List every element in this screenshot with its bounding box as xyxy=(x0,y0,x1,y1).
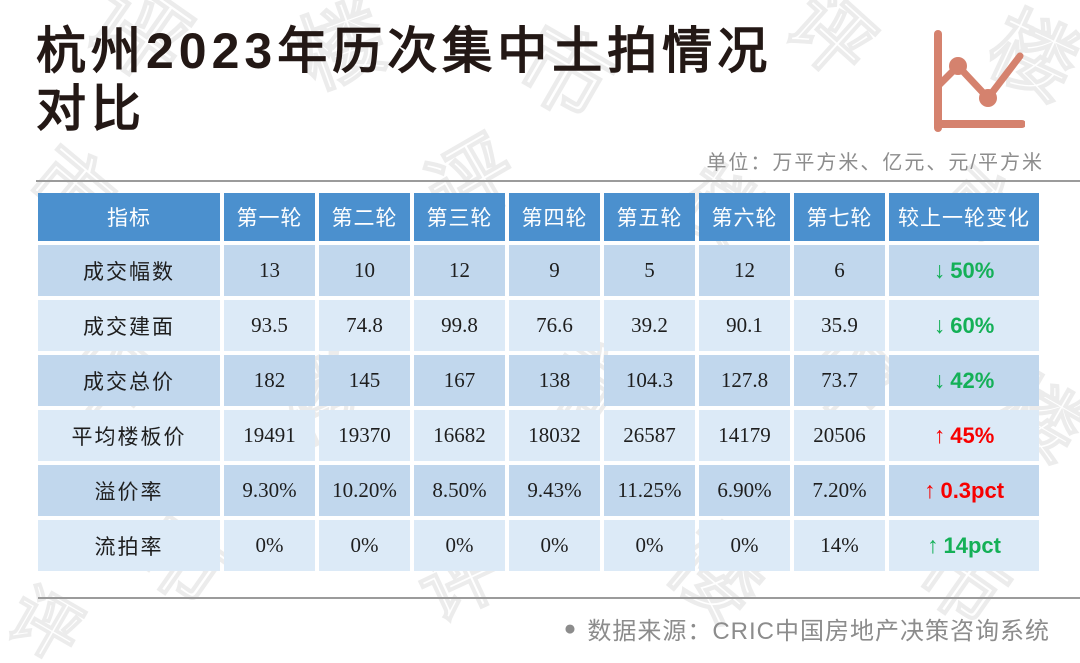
header-cell: 第四轮 xyxy=(509,193,600,241)
data-cell: 8.50% xyxy=(414,465,505,516)
page-title: 杭州2023年历次集中土拍情况 对比 xyxy=(36,22,926,138)
table-row: 成交建面 93.5 74.8 99.8 76.6 39.2 90.1 35.9 ↓ 60% xyxy=(38,300,1039,351)
down-arrow-icon: ↓ xyxy=(933,257,946,283)
row-label-cell: 平均楼板价 xyxy=(38,410,220,461)
table-header-row: 指标 第一轮 第二轮 第三轮 第四轮 第五轮 第六轮 第七轮 较上一轮变化 xyxy=(38,193,1039,241)
data-cell: 26587 xyxy=(604,410,695,461)
change-cell: ↑ 45% xyxy=(889,410,1039,461)
header-cell: 第一轮 xyxy=(224,193,315,241)
source-note-text: 数据来源：CRIC中国房地产决策咨询系统 xyxy=(587,618,1050,645)
header-cell: 第三轮 xyxy=(414,193,505,241)
down-arrow-icon: ↓ xyxy=(933,367,946,393)
table-row: 平均楼板价 19491 19370 16682 18032 26587 14179 20506… xyxy=(38,410,1039,461)
up-arrow-icon: ↑ xyxy=(927,532,939,558)
data-cell: 127.8 xyxy=(699,355,790,406)
header-cell: 第五轮 xyxy=(604,193,695,241)
data-cell: 35.9 xyxy=(794,300,885,351)
change-cell: ↑ 14pct xyxy=(889,520,1039,571)
header-cell: 较上一轮变化 xyxy=(889,193,1039,241)
change-value: 50% xyxy=(950,258,995,283)
data-cell: 182 xyxy=(224,355,315,406)
table-row: 溢价率 9.30% 10.20% 8.50% 9.43% 11.25% 6.90% 7.20%… xyxy=(38,465,1039,516)
table-body: 成交幅数 13 10 12 9 5 12 6 ↓ 50% 成交建面 93.5 74.8 99.8 76.6 3… xyxy=(38,245,1039,571)
data-cell: 73.7 xyxy=(794,355,885,406)
table-row: 成交幅数 13 10 12 9 5 12 6 ↓ 50% xyxy=(38,245,1039,296)
bottom-divider xyxy=(38,597,1080,599)
data-cell: 90.1 xyxy=(699,300,790,351)
data-cell: 0% xyxy=(509,520,600,571)
data-cell: 76.6 xyxy=(509,300,600,351)
row-label-cell: 成交幅数 xyxy=(38,245,220,296)
change-cell: ↓ 42% xyxy=(889,355,1039,406)
change-cell: ↑ 0.3pct xyxy=(889,465,1039,516)
data-cell: 93.5 xyxy=(224,300,315,351)
up-arrow-icon: ↑ xyxy=(923,477,936,503)
page-title-line1: 杭州2023年历次集中土拍情况 xyxy=(36,23,773,79)
header-cell: 第六轮 xyxy=(699,193,790,241)
header-cell: 第七轮 xyxy=(794,193,885,241)
data-cell: 9.30% xyxy=(224,465,315,516)
data-cell: 13 xyxy=(224,245,315,296)
source-note: ● 数据来源：CRIC中国房地产决策咨询系统 xyxy=(564,611,1050,646)
data-cell: 9 xyxy=(509,245,600,296)
row-label-cell: 成交总价 xyxy=(38,355,220,406)
data-cell: 6.90% xyxy=(699,465,790,516)
change-value: 60% xyxy=(950,313,995,338)
data-cell: 14179 xyxy=(699,410,790,461)
data-cell: 99.8 xyxy=(414,300,505,351)
change-value: 42% xyxy=(950,368,995,393)
auction-table: 指标 第一轮 第二轮 第三轮 第四轮 第五轮 第六轮 第七轮 较上一轮变化 成交幅数 13 10 12… xyxy=(34,189,1043,575)
header-cell: 第二轮 xyxy=(319,193,410,241)
change-cell: ↓ 60% xyxy=(889,300,1039,351)
row-label-cell: 流拍率 xyxy=(38,520,220,571)
row-label-cell: 成交建面 xyxy=(38,300,220,351)
down-arrow-icon: ↓ xyxy=(933,312,946,338)
data-cell: 19491 xyxy=(224,410,315,461)
data-cell: 20506 xyxy=(794,410,885,461)
change-cell: ↓ 50% xyxy=(889,245,1039,296)
data-cell: 104.3 xyxy=(604,355,695,406)
table-row: 流拍率 0% 0% 0% 0% 0% 0% 14% ↑ 14pct xyxy=(38,520,1039,571)
data-cell: 19370 xyxy=(319,410,410,461)
data-cell: 138 xyxy=(509,355,600,406)
change-value: 0.3pct xyxy=(940,478,1005,503)
row-label-cell: 溢价率 xyxy=(38,465,220,516)
data-cell: 0% xyxy=(604,520,695,571)
data-cell: 0% xyxy=(319,520,410,571)
up-arrow-icon: ↑ xyxy=(933,422,946,448)
data-cell: 16682 xyxy=(414,410,505,461)
table-wrap: 指标 第一轮 第二轮 第三轮 第四轮 第五轮 第六轮 第七轮 较上一轮变化 成交幅数 13 10 12… xyxy=(34,189,1043,575)
table-row: 成交总价 182 145 167 138 104.3 127.8 73.7 ↓ 42% xyxy=(38,355,1039,406)
data-cell: 10.20% xyxy=(319,465,410,516)
data-cell: 0% xyxy=(224,520,315,571)
data-cell: 7.20% xyxy=(794,465,885,516)
data-cell: 9.43% xyxy=(509,465,600,516)
data-cell: 167 xyxy=(414,355,505,406)
data-cell: 145 xyxy=(319,355,410,406)
data-cell: 5 xyxy=(604,245,695,296)
data-cell: 11.25% xyxy=(604,465,695,516)
header-cell-indicator: 指标 xyxy=(38,193,220,241)
change-value: 45% xyxy=(950,423,995,448)
data-cell: 12 xyxy=(699,245,790,296)
data-cell: 12 xyxy=(414,245,505,296)
top-divider xyxy=(36,180,1080,182)
data-cell: 14% xyxy=(794,520,885,571)
data-cell: 10 xyxy=(319,245,410,296)
data-cell: 74.8 xyxy=(319,300,410,351)
data-cell: 0% xyxy=(699,520,790,571)
data-cell: 39.2 xyxy=(604,300,695,351)
unit-note: 单位：万平方米、亿元、元/平方米 xyxy=(706,152,1044,174)
change-value: 14pct xyxy=(943,533,1001,558)
data-cell: 0% xyxy=(414,520,505,571)
data-cell: 6 xyxy=(794,245,885,296)
bullet-icon: ● xyxy=(563,617,578,640)
line-chart-icon xyxy=(934,30,1025,132)
data-cell: 18032 xyxy=(509,410,600,461)
page-title-line2: 对比 xyxy=(36,81,146,137)
